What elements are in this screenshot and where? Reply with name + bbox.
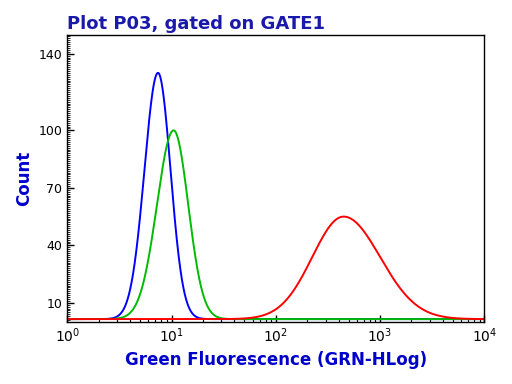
Text: Plot P03, gated on GATE1: Plot P03, gated on GATE1 bbox=[67, 15, 325, 33]
X-axis label: Green Fluorescence (GRN-HLog): Green Fluorescence (GRN-HLog) bbox=[125, 351, 427, 369]
Y-axis label: Count: Count bbox=[15, 151, 33, 206]
